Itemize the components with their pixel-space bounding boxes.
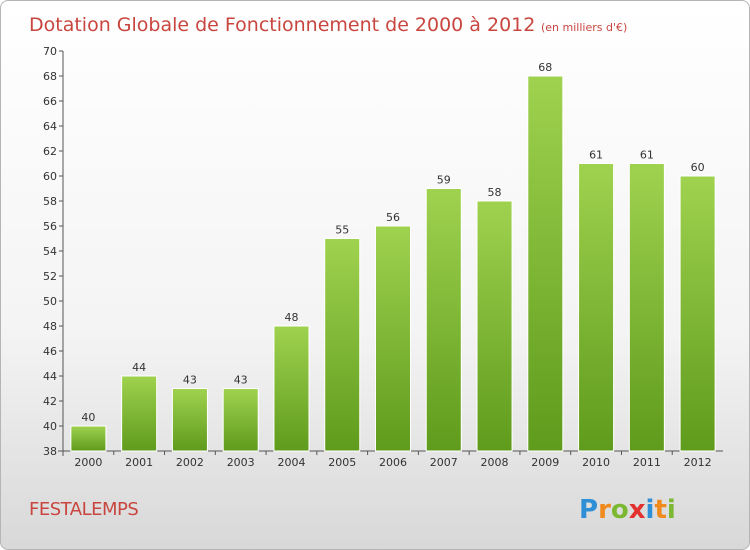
y-tick-label: 58 bbox=[43, 195, 57, 208]
bar-value-label: 59 bbox=[437, 174, 451, 187]
y-tick-label: 38 bbox=[43, 445, 57, 458]
x-tick-label: 2005 bbox=[328, 456, 356, 469]
bars: 40 44 43 43 48 55 56 59 58 68 61 61 60 bbox=[70, 61, 716, 452]
x-tick-label: 2011 bbox=[633, 456, 661, 469]
bar bbox=[222, 388, 259, 452]
y-tick-label: 68 bbox=[43, 70, 57, 83]
x-tick-label: 2001 bbox=[125, 456, 153, 469]
axes: 38 40 42 44 46 48 50 52 54 56 58 60 62 64 66 68 70 2000 20… bbox=[43, 45, 723, 469]
x-tick-label: 2000 bbox=[74, 456, 102, 469]
x-tick-label: 2006 bbox=[379, 456, 407, 469]
bar-value-label: 56 bbox=[386, 211, 400, 224]
bar-value-label: 61 bbox=[640, 149, 654, 162]
x-tick-label: 2009 bbox=[531, 456, 559, 469]
bar bbox=[628, 163, 665, 452]
x-tick-label: 2008 bbox=[481, 456, 509, 469]
bar-value-label: 40 bbox=[81, 411, 95, 424]
y-tick-label: 48 bbox=[43, 320, 57, 333]
bar bbox=[171, 388, 208, 452]
bar bbox=[679, 175, 716, 452]
bar-value-label: 43 bbox=[183, 374, 197, 387]
x-tick-label: 2012 bbox=[684, 456, 712, 469]
logo-letter: t bbox=[654, 495, 666, 525]
logo-letter: i bbox=[667, 495, 676, 525]
bar-value-label: 68 bbox=[538, 61, 552, 74]
bar bbox=[578, 163, 615, 452]
y-tick-label: 46 bbox=[43, 345, 57, 358]
bar bbox=[70, 425, 107, 452]
bar bbox=[121, 375, 158, 452]
y-tick-label: 56 bbox=[43, 220, 57, 233]
y-tick-label: 44 bbox=[43, 370, 57, 383]
logo-letter: r bbox=[598, 495, 611, 525]
bar bbox=[324, 238, 361, 452]
logo-letter: i bbox=[646, 495, 655, 525]
y-tick-label: 66 bbox=[43, 95, 57, 108]
x-tick-label: 2007 bbox=[430, 456, 458, 469]
bar-value-label: 61 bbox=[589, 149, 603, 162]
bar-value-label: 43 bbox=[234, 374, 248, 387]
logo-letter: x bbox=[629, 495, 646, 525]
bar bbox=[374, 225, 412, 452]
proxiti-logo: Proxiti bbox=[579, 495, 676, 525]
chart-subtitle: (en milliers d'€) bbox=[541, 21, 627, 34]
bar-value-label: 44 bbox=[132, 361, 146, 374]
x-tick-label: 2004 bbox=[277, 456, 305, 469]
y-tick-label: 40 bbox=[43, 420, 57, 433]
bar-value-label: 48 bbox=[284, 311, 298, 324]
bar-value-label: 58 bbox=[488, 186, 502, 199]
bar-value-label: 60 bbox=[691, 161, 705, 174]
y-tick-label: 64 bbox=[43, 120, 57, 133]
bar bbox=[425, 188, 462, 452]
x-tick-label: 2003 bbox=[227, 456, 255, 469]
y-tick-label: 60 bbox=[43, 170, 57, 183]
y-tick-label: 52 bbox=[43, 270, 57, 283]
commune-name: FESTALEMPS bbox=[29, 499, 138, 520]
y-tick-label: 50 bbox=[43, 295, 57, 308]
bar bbox=[527, 75, 564, 452]
y-tick-label: 70 bbox=[43, 45, 57, 58]
y-tick-label: 42 bbox=[43, 395, 57, 408]
logo-letter: o bbox=[611, 495, 629, 525]
bar bbox=[476, 200, 513, 452]
bar-value-label: 55 bbox=[335, 224, 349, 237]
y-tick-label: 54 bbox=[43, 245, 57, 258]
chart-title: Dotation Globale de Fonctionnement de 20… bbox=[29, 14, 535, 36]
bar bbox=[273, 325, 310, 452]
x-tick-label: 2010 bbox=[582, 456, 610, 469]
x-tick-label: 2002 bbox=[176, 456, 204, 469]
logo-letter: P bbox=[579, 495, 598, 525]
y-tick-label: 62 bbox=[43, 145, 57, 158]
